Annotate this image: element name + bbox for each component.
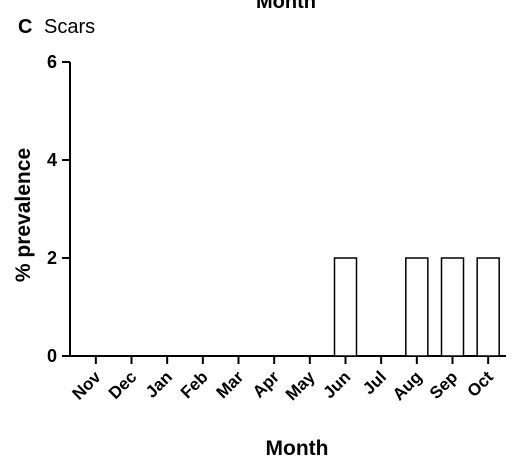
x-tick-label: Apr [249,367,283,401]
y-axis-ticks: 0 2 4 6 [47,52,70,366]
bar-jun [333,257,358,357]
x-tick-label: Nov [69,367,106,404]
x-tick-label: Aug [389,367,426,404]
bars [333,257,500,357]
x-tick-label: Oct [464,367,498,401]
x-tick-label: May [282,367,319,404]
x-tick-label: Feb [177,367,212,402]
x-tick-label: Sep [426,367,461,402]
x-axis-title: Month [266,437,329,460]
bar-sep [440,257,465,357]
y-tick-label: 4 [47,150,57,170]
y-tick-label: 0 [47,346,57,366]
top-clipped-axis-title: Month [256,0,316,13]
x-tick-label: Jul [359,367,390,398]
y-tick-label: 2 [47,248,57,268]
x-tick-label: Dec [105,367,140,402]
x-tick-label: Jun [320,367,355,402]
y-tick-label: 6 [47,52,57,72]
bar-aug [405,257,429,357]
x-tick-label: Mar [213,367,248,402]
y-axis-title: % prevalence [12,148,35,282]
panel-title: Scars [44,16,96,38]
panel-letter: C [18,16,33,38]
x-tick-label: Jan [142,367,176,401]
bar-oct [476,257,500,357]
